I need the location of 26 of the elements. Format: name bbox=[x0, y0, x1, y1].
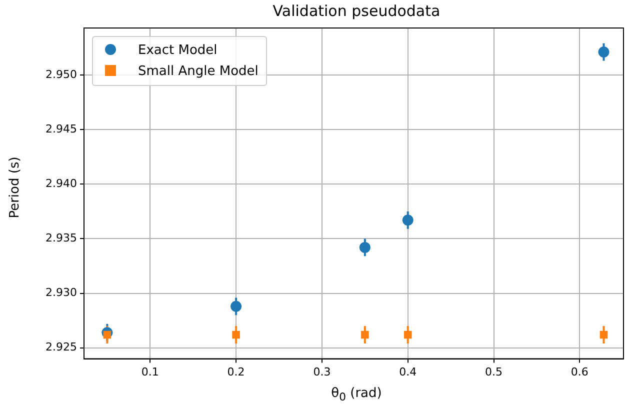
y-tick-label: 2.935 bbox=[46, 232, 77, 245]
point bbox=[103, 330, 112, 339]
x-tick-label: 0.4 bbox=[399, 365, 417, 378]
chart-title: Validation pseudodata bbox=[272, 2, 442, 20]
legend-label: Small Angle Model bbox=[138, 64, 258, 79]
point bbox=[359, 242, 370, 253]
y-tick-label: 2.930 bbox=[46, 286, 77, 300]
point bbox=[402, 214, 414, 226]
legend-label: Exact Model bbox=[138, 43, 218, 58]
y-tick-label: 2.940 bbox=[46, 176, 77, 190]
x-tick-label: 0.3 bbox=[313, 365, 331, 378]
y-tick-label: 2.925 bbox=[46, 340, 77, 354]
point bbox=[232, 330, 240, 339]
point bbox=[230, 300, 242, 312]
y-tick-label: 2.950 bbox=[46, 68, 77, 81]
y-axis-title: Period (s) bbox=[8, 156, 22, 220]
x-tick-label: 0.6 bbox=[570, 365, 588, 378]
x-tick-label: 0.1 bbox=[141, 365, 159, 378]
point bbox=[598, 46, 610, 58]
x-axis-title: θ$_{0}$ (rad) bbox=[330, 386, 383, 404]
y-tick-label: 2.945 bbox=[46, 122, 77, 136]
point bbox=[361, 330, 369, 339]
point bbox=[600, 330, 608, 339]
point bbox=[404, 330, 412, 339]
x-tick-label: 0.2 bbox=[227, 365, 245, 378]
x-tick-label: 0.5 bbox=[485, 365, 503, 378]
